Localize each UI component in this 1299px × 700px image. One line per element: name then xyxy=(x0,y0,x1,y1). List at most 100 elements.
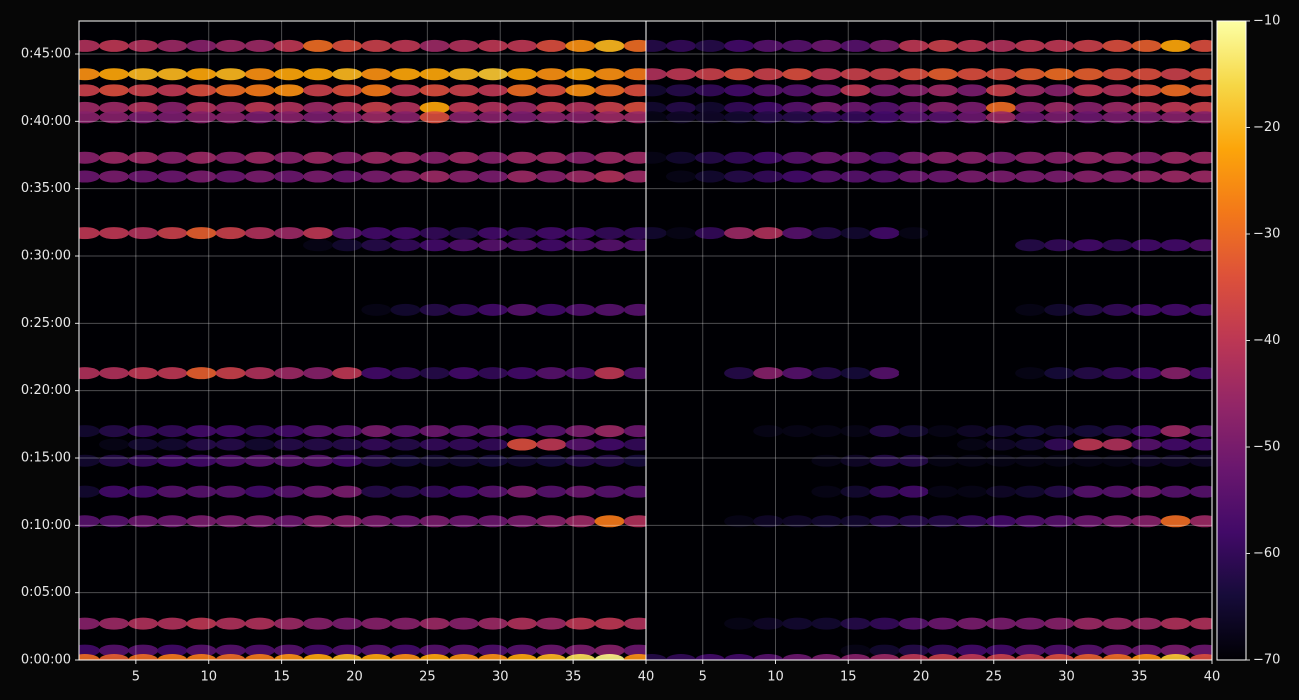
heat-cell xyxy=(956,84,987,97)
heat-cell xyxy=(390,227,421,240)
heat-cell xyxy=(565,101,596,114)
heat-cell xyxy=(536,101,567,114)
heat-cell xyxy=(646,111,667,124)
heat-cell xyxy=(215,438,246,451)
y-tick-label: 0:10:00 xyxy=(21,518,71,533)
heat-cell xyxy=(536,151,567,164)
heat-cell xyxy=(840,68,871,81)
heat-cell xyxy=(665,239,696,252)
heat-cell xyxy=(507,515,538,528)
heat-cell xyxy=(695,239,726,252)
heat-cell xyxy=(594,111,625,124)
heat-cell xyxy=(869,170,900,183)
heat-cell xyxy=(186,617,217,630)
heat-cell xyxy=(753,111,784,124)
heat-cell xyxy=(361,151,392,164)
heat-cell xyxy=(811,485,842,498)
heat-cell xyxy=(1044,644,1075,657)
y-tick-label: 0:15:00 xyxy=(21,450,71,465)
heat-cell xyxy=(695,367,726,380)
heat-cell xyxy=(565,454,596,467)
heat-cell xyxy=(695,617,726,630)
heat-cell xyxy=(665,515,696,528)
heat-cell xyxy=(753,84,784,97)
heat-cell xyxy=(1160,617,1191,630)
heat-cell xyxy=(1102,68,1133,81)
heat-cell xyxy=(646,227,667,240)
heat-cell xyxy=(1102,84,1133,97)
heat-cell xyxy=(157,654,188,660)
heat-cell xyxy=(565,111,596,124)
heat-cell xyxy=(927,101,958,114)
heat-cell xyxy=(1160,654,1191,660)
heat-cell xyxy=(646,170,667,183)
heat-cell xyxy=(724,367,755,380)
heat-cell xyxy=(507,654,538,660)
heat-cell xyxy=(1131,454,1162,467)
heat-cell xyxy=(536,303,567,316)
heat-cell xyxy=(448,84,479,97)
heat-cell xyxy=(128,425,159,438)
heat-cell xyxy=(1102,170,1133,183)
heat-cell xyxy=(1015,239,1046,252)
heat-cell xyxy=(1160,111,1191,124)
heat-cell xyxy=(273,654,304,660)
heat-cell xyxy=(986,39,1017,52)
heat-cell xyxy=(927,485,958,498)
heat-cell xyxy=(273,367,304,380)
x-tick-label: 25 xyxy=(419,670,436,685)
heat-cell xyxy=(927,454,958,467)
heat-cell xyxy=(811,454,842,467)
heat-cell xyxy=(507,101,538,114)
heat-cell xyxy=(869,68,900,81)
heat-cell xyxy=(157,111,188,124)
heat-cell xyxy=(332,438,363,451)
heat-cell xyxy=(303,111,334,124)
heat-cell xyxy=(565,151,596,164)
heat-cell xyxy=(724,617,755,630)
heat-cell xyxy=(419,515,450,528)
heat-cell xyxy=(215,303,246,316)
heat-cell xyxy=(390,239,421,252)
heat-cell xyxy=(898,425,929,438)
heat-cell xyxy=(724,151,755,164)
heat-cell xyxy=(128,617,159,630)
heat-cell xyxy=(724,454,755,467)
heat-cell xyxy=(986,367,1017,380)
heat-cell xyxy=(665,654,696,660)
heat-cell xyxy=(244,454,275,467)
heat-cell xyxy=(273,515,304,528)
x-tick-label: 40 xyxy=(1204,670,1221,685)
y-tick-label: 0:35:00 xyxy=(21,181,71,196)
heat-cell xyxy=(1131,39,1162,52)
heat-cell xyxy=(1073,485,1104,498)
heat-cell xyxy=(98,644,129,657)
heat-cell xyxy=(986,303,1017,316)
heat-cell xyxy=(1073,101,1104,114)
heat-cell xyxy=(1160,515,1191,528)
heat-cell xyxy=(623,111,646,124)
heat-cell xyxy=(840,454,871,467)
heat-cell xyxy=(840,151,871,164)
heat-cell xyxy=(215,101,246,114)
heat-cell xyxy=(782,515,813,528)
heat-cell xyxy=(898,454,929,467)
heat-cell xyxy=(419,101,450,114)
heat-cell xyxy=(1044,485,1075,498)
heat-cell xyxy=(1102,617,1133,630)
heat-cell xyxy=(273,617,304,630)
heat-cell xyxy=(186,111,217,124)
heat-cell xyxy=(1189,227,1212,240)
heat-cell xyxy=(186,101,217,114)
heat-cell xyxy=(273,438,304,451)
heat-cell xyxy=(594,170,625,183)
heat-cell xyxy=(695,425,726,438)
heat-cell xyxy=(419,654,450,660)
heat-cell xyxy=(1160,367,1191,380)
heat-cell xyxy=(1160,438,1191,451)
heat-cell xyxy=(811,644,842,657)
heat-cell xyxy=(594,425,625,438)
heat-cell xyxy=(594,303,625,316)
heat-cell xyxy=(665,438,696,451)
heat-cell xyxy=(956,454,987,467)
